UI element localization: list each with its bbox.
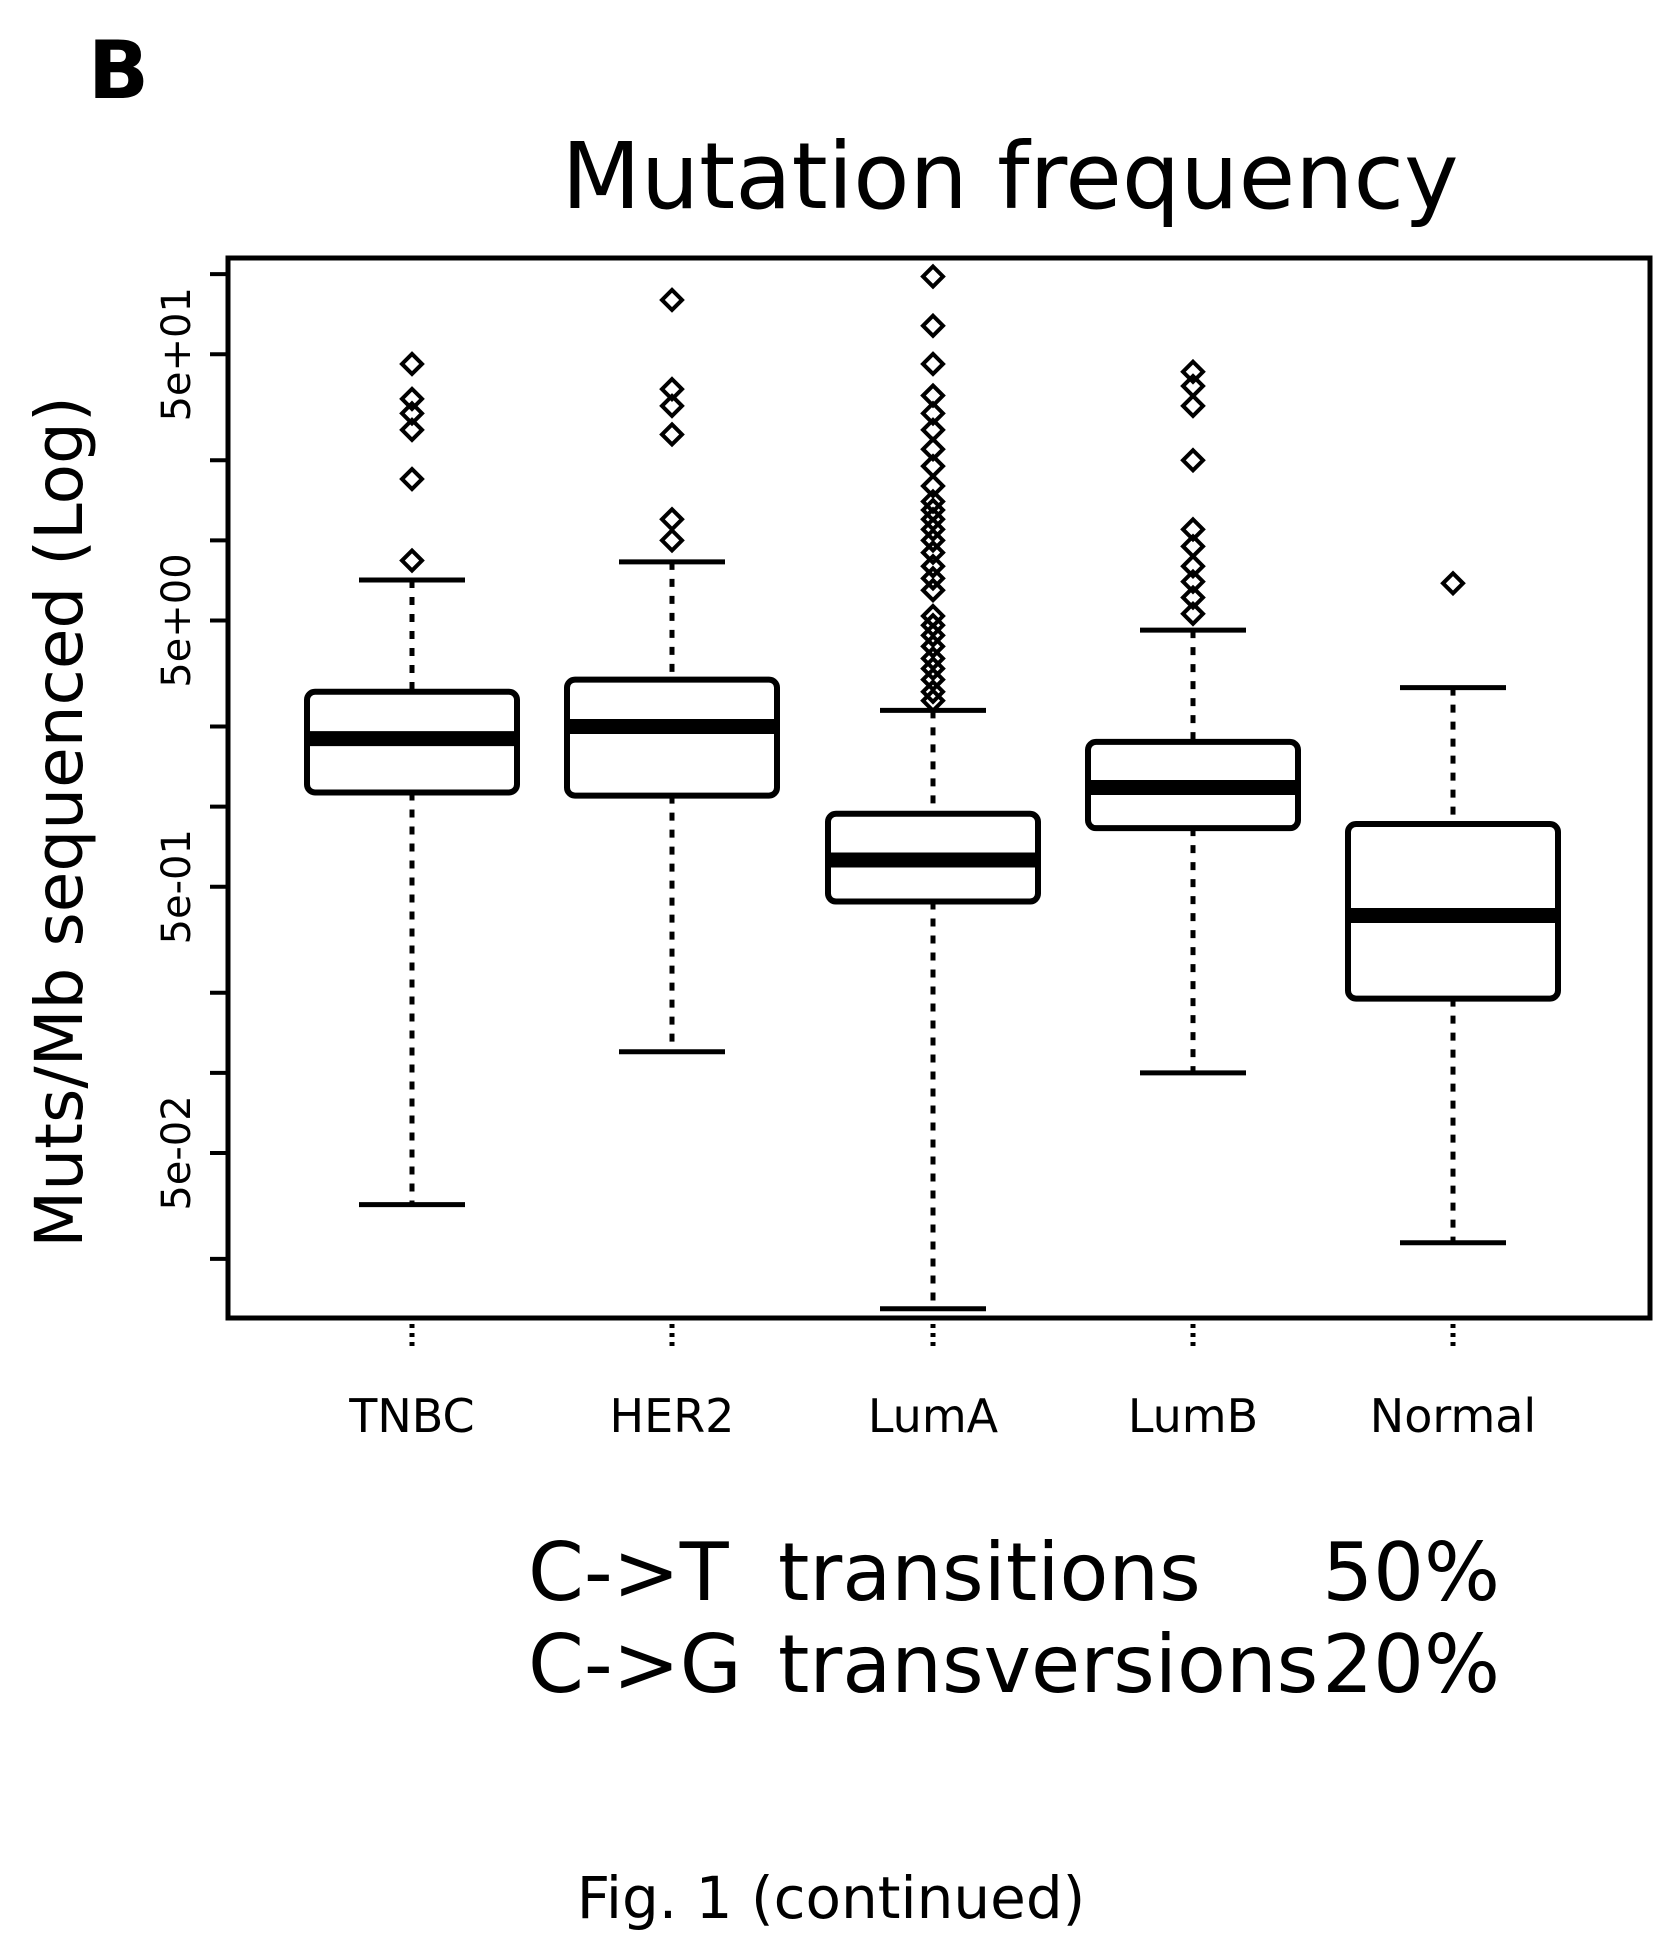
- outlier-luma: [920, 400, 946, 427]
- outlier-lumb: [1180, 393, 1206, 419]
- outlier-lumb: [1180, 358, 1206, 385]
- outlier-luma: [920, 577, 946, 604]
- outlier-luma: [920, 678, 946, 705]
- y-tick-label: 5e-02: [154, 1095, 200, 1210]
- outlier-tnbc: [399, 351, 425, 377]
- outlier-lumb: [1180, 447, 1206, 474]
- x-tick-label-tnbc: TNBC: [348, 1389, 474, 1443]
- outlier-luma: [920, 622, 946, 649]
- x-tick-label-normal: Normal: [1370, 1389, 1536, 1443]
- outlier-luma: [920, 312, 946, 339]
- outlier-luma: [920, 488, 946, 515]
- outlier-luma: [920, 436, 946, 463]
- outlier-luma: [920, 453, 946, 480]
- outlier-luma: [920, 527, 946, 554]
- plot-frame: [225, 255, 1653, 1321]
- outlier-luma: [920, 553, 946, 580]
- x-tick-label-lumb: LumB: [1128, 1389, 1258, 1443]
- y-tick-label: 5e+01: [154, 287, 200, 421]
- outlier-luma: [920, 539, 946, 566]
- panel-label: B: [88, 24, 149, 117]
- note-2-desc: transversions: [778, 1618, 1318, 1711]
- y-tick-label: 5e+00: [154, 553, 200, 687]
- note-2-label: C->G: [528, 1618, 742, 1711]
- y-axis-label: Muts/Mb sequenced (Log): [21, 396, 98, 1247]
- outlier-lumb: [1180, 568, 1206, 595]
- outlier-her2: [659, 421, 685, 448]
- outlier-luma: [920, 516, 946, 543]
- outlier-luma: [920, 655, 946, 682]
- y-tick-label: 5e-01: [154, 829, 200, 944]
- outlier-her2: [659, 376, 685, 402]
- outlier-normal: [1440, 570, 1466, 597]
- outlier-tnbc: [399, 547, 425, 574]
- outlier-lumb: [1180, 533, 1206, 560]
- outlier-her2: [659, 506, 685, 533]
- outlier-tnbc: [399, 386, 425, 412]
- note-1-desc: transitions: [778, 1526, 1201, 1619]
- outlier-luma: [920, 417, 946, 443]
- outlier-her2: [659, 527, 685, 554]
- outlier-lumb: [1180, 584, 1206, 611]
- outlier-lumb: [1180, 553, 1206, 580]
- figure-caption: Fig. 1 (continued): [577, 1864, 1086, 1932]
- x-tick-label-her2: HER2: [610, 1389, 735, 1443]
- outlier-luma: [920, 263, 946, 290]
- outlier-her2: [659, 393, 685, 419]
- box-her2: [564, 676, 780, 799]
- outlier-lumb: [1180, 516, 1206, 543]
- outlier-tnbc: [399, 417, 425, 443]
- outlier-tnbc: [399, 466, 425, 492]
- outlier-luma: [920, 565, 946, 592]
- plot-area: 5e-02 5e-01 5e+00 5e+01 TNBC HER2 LumA LumB Norm…: [154, 255, 1653, 1443]
- note-1-pct: 50%: [1322, 1526, 1500, 1619]
- outlier-her2: [659, 287, 685, 313]
- outlier-luma: [920, 473, 946, 499]
- outlier-lumb: [1180, 600, 1206, 627]
- note-1-label: C->T: [528, 1526, 730, 1619]
- outlier-tnbc: [399, 400, 425, 427]
- outlier-luma: [920, 666, 946, 693]
- outlier-luma: [920, 633, 946, 660]
- outlier-lumb: [1180, 373, 1206, 399]
- outlier-luma: [920, 603, 946, 629]
- note-2-pct: 20%: [1322, 1618, 1500, 1711]
- notes: C->T transitions 50% C->G transversions …: [528, 1526, 1500, 1711]
- x-tick-label-luma: LumA: [868, 1389, 999, 1443]
- outlier-luma: [920, 645, 946, 672]
- outlier-luma: [920, 382, 946, 409]
- outlier-luma: [920, 351, 946, 377]
- chart-title: Mutation frequency: [561, 123, 1458, 230]
